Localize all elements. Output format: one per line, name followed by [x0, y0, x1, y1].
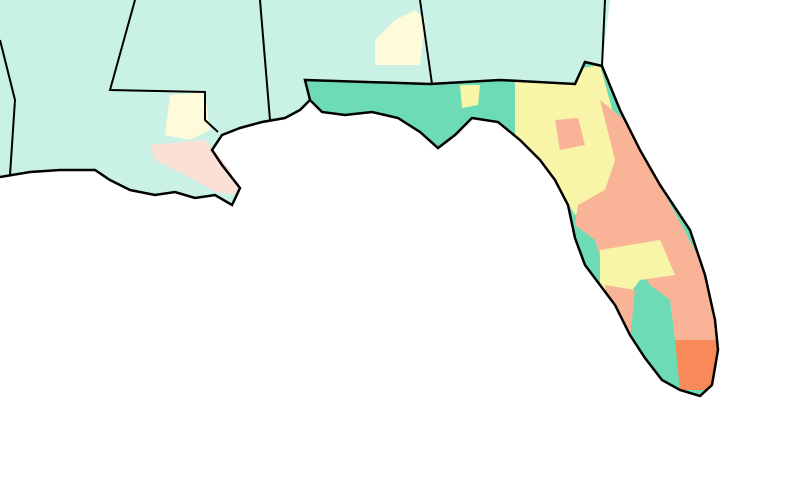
region-yellow — [600, 240, 675, 300]
state-border — [0, 39, 17, 176]
region-yellow — [375, 10, 425, 65]
florida-border — [303, 60, 720, 398]
region-yellow — [165, 92, 210, 140]
land-north — [0, 0, 610, 205]
region-salmon — [575, 100, 718, 380]
state-border — [419, 0, 433, 85]
region-orange — [675, 340, 718, 390]
state-border — [601, 0, 606, 67]
coastline — [0, 99, 311, 207]
region-yellow — [460, 85, 480, 108]
florida — [305, 62, 718, 396]
region-pink — [150, 140, 240, 195]
state-border — [108, 0, 219, 133]
state-border — [259, 0, 271, 121]
region-salmon — [555, 118, 585, 150]
